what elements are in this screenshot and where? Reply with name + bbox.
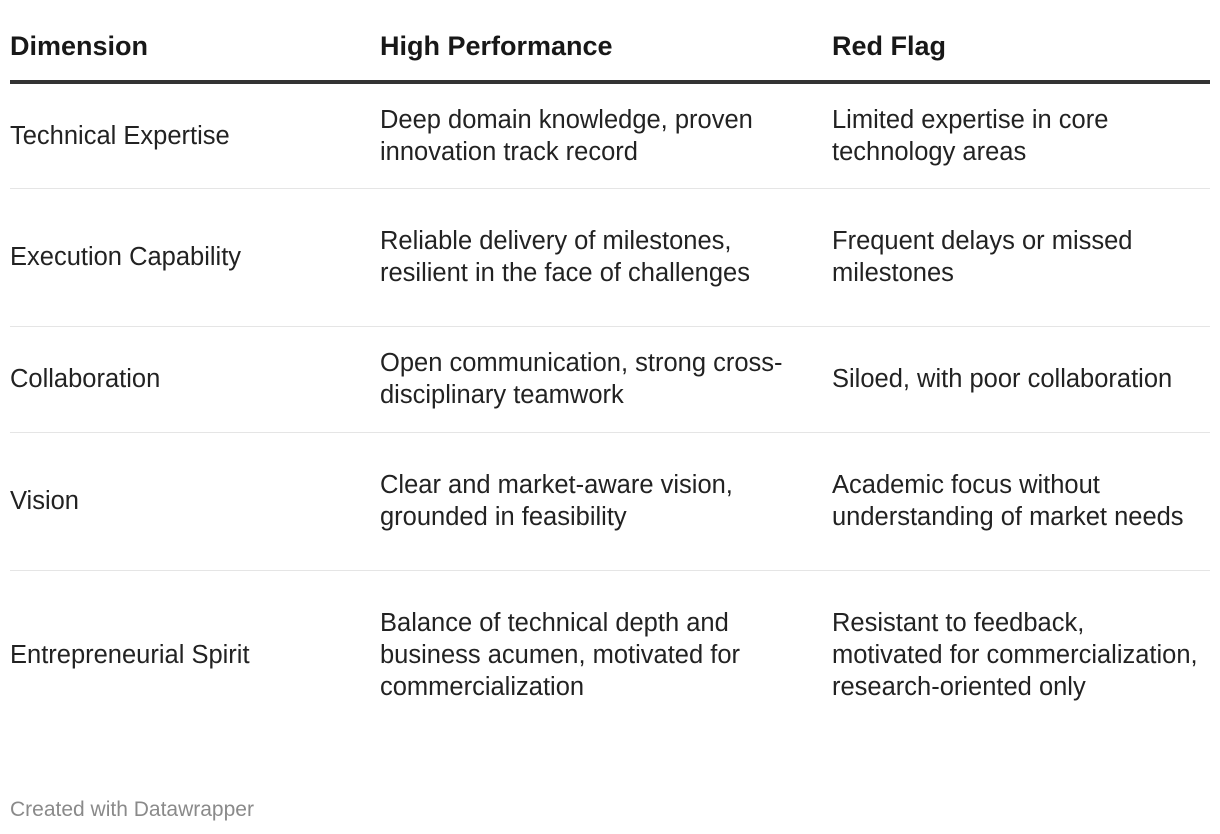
cell-high-performance: Deep domain knowledge, proven innovation… <box>380 82 832 189</box>
footer-credit[interactable]: Created with Datawrapper <box>10 798 254 821</box>
cell-dimension: Collaboration <box>10 326 380 433</box>
cell-high-performance: Clear and market-aware vision, grounded … <box>380 432 832 571</box>
table-row: Entrepreneurial Spirit Balance of techni… <box>10 570 1210 740</box>
comparison-table: Dimension High Performance Red Flag Tech… <box>10 28 1210 740</box>
cell-red-flag: Frequent delays or missed milestones <box>832 188 1210 327</box>
cell-dimension: Technical Expertise <box>10 82 380 189</box>
cell-red-flag: Siloed, with poor collaboration <box>832 326 1210 433</box>
cell-high-performance: Reliable delivery of milestones, resilie… <box>380 188 832 327</box>
header-dimension[interactable]: Dimension <box>10 28 380 84</box>
cell-high-performance: Balance of technical depth and business … <box>380 609 741 702</box>
cell-dimension: Vision <box>10 432 380 571</box>
table-header-row: Dimension High Performance Red Flag <box>10 28 1210 84</box>
comparison-table-container: Dimension High Performance Red Flag Tech… <box>10 28 1210 740</box>
cell-dimension: Entrepreneurial Spirit <box>10 641 250 670</box>
cell-red-flag: Resistant to feedback, motivated for com… <box>832 609 1198 702</box>
table-row: Collaboration Open communication, strong… <box>10 326 1210 433</box>
header-high-performance[interactable]: High Performance <box>380 28 832 84</box>
cell-red-flag: Limited expertise in core technology are… <box>832 82 1210 189</box>
table-row: Execution Capability Reliable delivery o… <box>10 188 1210 327</box>
cell-high-performance: Open communication, strong cross-discipl… <box>380 326 832 433</box>
table-row: Vision Clear and market-aware vision, gr… <box>10 432 1210 571</box>
table-row: Technical Expertise Deep domain knowledg… <box>10 82 1210 189</box>
header-red-flag[interactable]: Red Flag <box>832 28 1210 84</box>
cell-red-flag: Academic focus without understanding of … <box>832 432 1210 571</box>
cell-dimension: Execution Capability <box>10 188 380 327</box>
